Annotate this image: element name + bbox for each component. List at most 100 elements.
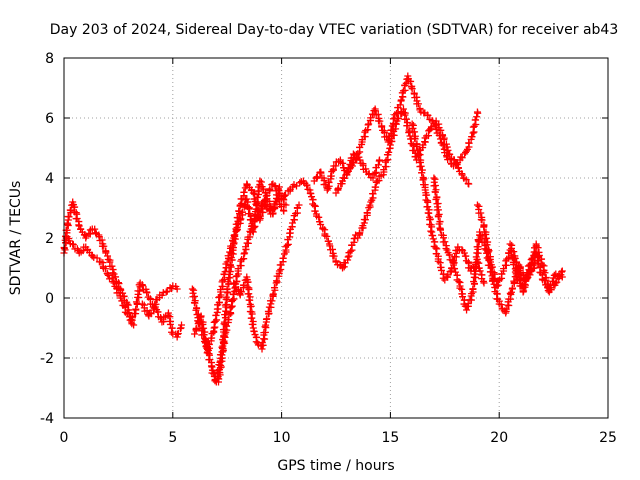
data-marker	[361, 216, 369, 224]
data-marker	[431, 175, 439, 183]
series-sv-j	[332, 72, 482, 197]
data-marker	[279, 254, 287, 262]
data-marker	[108, 262, 116, 270]
data-marker	[420, 175, 428, 183]
data-marker	[376, 117, 384, 125]
data-marker	[192, 306, 200, 314]
data-marker	[550, 271, 558, 279]
data-point	[452, 159, 460, 167]
x-tick-label: 5	[168, 430, 177, 446]
data-marker	[237, 215, 245, 223]
data-marker	[306, 189, 314, 197]
data-marker	[483, 241, 491, 249]
data-marker	[69, 241, 77, 249]
data-point	[130, 321, 138, 329]
data-marker	[102, 249, 110, 257]
data-marker	[555, 272, 563, 280]
data-marker	[434, 206, 442, 214]
series-sv-f	[208, 195, 288, 386]
data-marker	[326, 242, 334, 250]
data-marker	[477, 209, 485, 217]
data-marker	[470, 278, 478, 286]
data-marker	[382, 163, 390, 171]
data-marker	[472, 267, 480, 275]
data-marker	[472, 260, 480, 268]
data-marker	[431, 188, 439, 196]
data-marker	[474, 236, 482, 244]
data-marker	[510, 277, 518, 285]
data-marker	[372, 107, 380, 115]
data-marker	[132, 305, 140, 313]
data-marker	[418, 169, 426, 177]
data-marker	[369, 190, 377, 198]
data-marker	[191, 292, 199, 300]
data-marker	[263, 315, 271, 323]
data-marker	[197, 313, 205, 321]
data-marker	[259, 185, 267, 193]
data-marker	[435, 220, 443, 228]
data-marker	[271, 284, 279, 292]
data-point	[280, 207, 288, 215]
data-marker	[261, 189, 269, 197]
x-axis-label: GPS time / hours	[277, 458, 394, 474]
data-marker	[98, 236, 106, 244]
data-marker	[238, 288, 246, 296]
data-marker	[238, 208, 246, 216]
data-marker	[437, 126, 445, 134]
data-marker	[286, 229, 294, 237]
data-marker	[215, 368, 223, 376]
data-marker	[524, 271, 532, 279]
data-marker	[366, 201, 374, 209]
data-marker	[108, 274, 116, 282]
data-marker	[248, 314, 256, 322]
x-tick-label: 25	[599, 430, 617, 446]
data-marker	[200, 331, 208, 339]
data-marker	[535, 251, 543, 259]
data-marker	[414, 100, 422, 108]
data-point	[256, 177, 264, 185]
data-marker	[411, 135, 419, 143]
data-marker	[434, 213, 442, 221]
data-marker	[223, 322, 231, 330]
data-marker	[541, 269, 549, 277]
data-marker	[347, 247, 355, 255]
data-marker	[330, 252, 338, 260]
data-marker	[266, 185, 274, 193]
data-marker	[323, 232, 331, 240]
data-marker	[340, 174, 348, 182]
data-marker	[274, 191, 282, 199]
x-tick-label: 15	[381, 430, 399, 446]
data-marker	[516, 270, 524, 278]
data-marker	[174, 330, 182, 338]
data-point	[450, 261, 458, 269]
data-marker	[268, 297, 276, 305]
data-point	[162, 288, 170, 296]
data-point	[104, 270, 112, 278]
data-marker	[450, 156, 458, 164]
data-point	[282, 201, 290, 209]
y-tick-label: 0	[45, 291, 54, 307]
data-marker	[395, 114, 403, 122]
data-point	[506, 240, 514, 248]
data-marker	[100, 242, 108, 250]
data-point	[493, 282, 501, 290]
data-marker	[262, 321, 270, 329]
data-marker	[109, 278, 117, 286]
data-marker	[411, 128, 419, 136]
data-point	[376, 156, 384, 164]
data-point	[460, 249, 468, 257]
data-marker	[66, 206, 74, 214]
y-tick-label: 4	[45, 171, 54, 187]
data-point	[345, 165, 353, 173]
series-sv-a	[60, 198, 181, 326]
data-marker	[192, 324, 200, 332]
data-marker	[407, 77, 415, 85]
data-point	[352, 156, 360, 164]
data-marker	[329, 245, 337, 253]
data-marker	[468, 290, 476, 298]
data-marker	[118, 297, 126, 305]
data-marker	[73, 214, 81, 222]
data-marker	[442, 244, 450, 252]
data-point	[275, 267, 283, 275]
data-marker	[374, 110, 382, 118]
